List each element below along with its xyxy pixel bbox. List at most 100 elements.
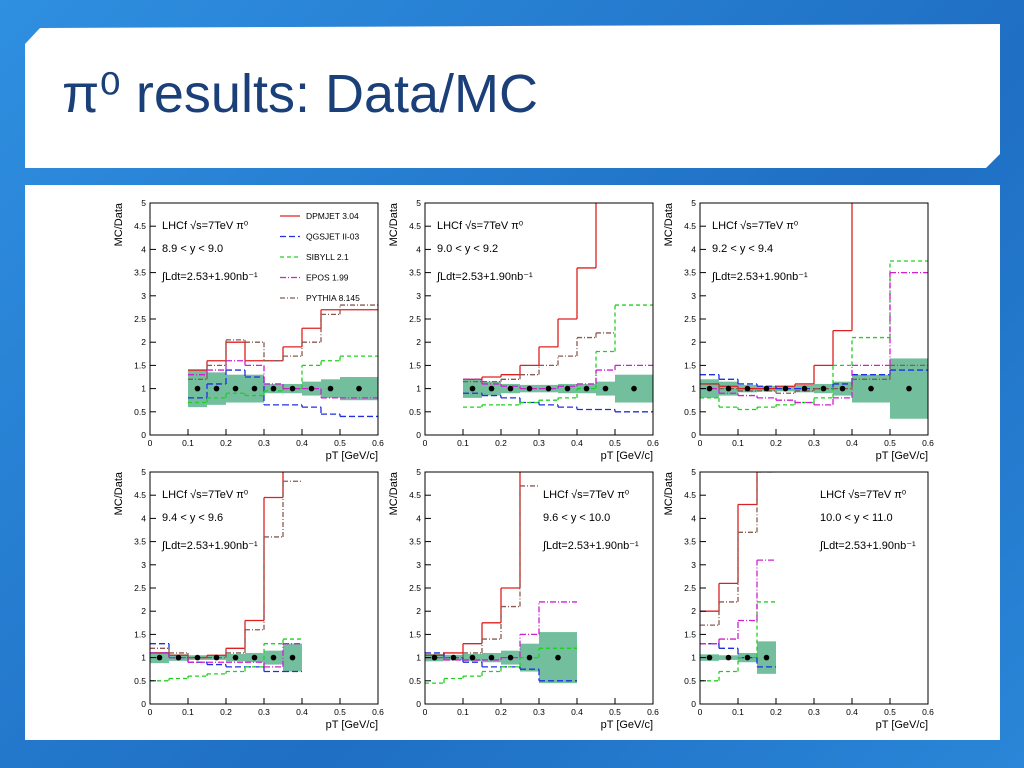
y-tick-label: 0 bbox=[416, 430, 421, 440]
data-point bbox=[725, 385, 732, 392]
luminosity-label: ∫Ldt=2.53+1.90nb⁻¹ bbox=[161, 271, 258, 283]
y-tick-label: 2 bbox=[141, 606, 146, 616]
x-tick-label: 0.1 bbox=[732, 707, 744, 717]
data-point bbox=[232, 385, 239, 392]
x-tick-label: 0.5 bbox=[609, 438, 621, 448]
x-tick-label: 0.5 bbox=[334, 707, 346, 717]
data-point bbox=[507, 385, 514, 392]
rapidity-label: 9.6 < y < 10.0 bbox=[543, 512, 610, 524]
y-tick-label: 0.5 bbox=[134, 407, 146, 417]
data-point bbox=[526, 654, 533, 661]
data-point bbox=[488, 385, 495, 392]
x-tick-label: 0.2 bbox=[770, 707, 782, 717]
y-axis-label: MC/Data bbox=[113, 471, 125, 515]
y-tick-label: 3.5 bbox=[684, 268, 696, 278]
data-point bbox=[194, 385, 201, 392]
y-tick-label: 1.5 bbox=[684, 360, 696, 370]
x-tick-label: 0 bbox=[698, 438, 703, 448]
y-tick-label: 4 bbox=[691, 244, 696, 254]
x-tick-label: 0.4 bbox=[571, 707, 583, 717]
x-tick-label: 0 bbox=[148, 438, 153, 448]
y-tick-label: 3 bbox=[691, 560, 696, 570]
y-tick-label: 3 bbox=[141, 291, 146, 301]
data-point bbox=[545, 385, 552, 392]
data-point bbox=[450, 654, 457, 661]
y-tick-label: 5 bbox=[691, 198, 696, 208]
plot-area bbox=[188, 304, 378, 418]
x-axis-label: pT [GeV/c] bbox=[601, 719, 653, 731]
y-tick-label: 4.5 bbox=[409, 490, 421, 500]
x-tick-label: 0 bbox=[698, 707, 703, 717]
y-tick-label: 4.5 bbox=[684, 221, 696, 231]
y-tick-label: 2.5 bbox=[684, 583, 696, 593]
x-axis-label: pT [GeV/c] bbox=[326, 450, 378, 462]
y-axis-label: MC/Data bbox=[113, 202, 125, 246]
x-axis-label: pT [GeV/c] bbox=[876, 450, 928, 462]
data-point bbox=[564, 385, 571, 392]
y-tick-label: 2 bbox=[691, 606, 696, 616]
title-box bbox=[25, 24, 1000, 168]
data-point bbox=[431, 654, 438, 661]
x-tick-label: 0.1 bbox=[732, 438, 744, 448]
data-point bbox=[289, 385, 296, 392]
y-tick-label: 2.5 bbox=[409, 314, 421, 324]
data-point bbox=[706, 385, 713, 392]
plot-area bbox=[150, 472, 302, 682]
x-tick-label: 0.2 bbox=[770, 438, 782, 448]
x-tick-label: 0.4 bbox=[846, 438, 858, 448]
y-tick-label: 2.5 bbox=[134, 583, 146, 593]
x-tick-label: 0.1 bbox=[457, 438, 469, 448]
y-axis-label: MC/Data bbox=[663, 471, 675, 515]
y-tick-label: 2 bbox=[141, 337, 146, 347]
y-tick-label: 4 bbox=[691, 513, 696, 523]
experiment-label: LHCf √s=7TeV π⁰ bbox=[162, 220, 249, 232]
data-point bbox=[526, 385, 533, 392]
x-tick-label: 0.6 bbox=[922, 707, 934, 717]
experiment-label: LHCf √s=7TeV π⁰ bbox=[437, 220, 524, 232]
x-tick-label: 0.6 bbox=[647, 438, 659, 448]
plot-area bbox=[700, 203, 928, 419]
y-tick-label: 4.5 bbox=[134, 490, 146, 500]
rapidity-label: 9.4 < y < 9.6 bbox=[162, 512, 223, 524]
y-tick-label: 2 bbox=[416, 606, 421, 616]
y-tick-label: 0.5 bbox=[684, 676, 696, 686]
y-tick-label: 2.5 bbox=[684, 314, 696, 324]
x-tick-label: 0.6 bbox=[372, 438, 384, 448]
data-point bbox=[488, 654, 495, 661]
y-tick-label: 3.5 bbox=[134, 537, 146, 547]
y-tick-label: 3.5 bbox=[409, 537, 421, 547]
data-point bbox=[232, 654, 239, 661]
data-point bbox=[507, 654, 514, 661]
x-tick-label: 0.4 bbox=[296, 438, 308, 448]
data-point bbox=[602, 385, 609, 392]
x-axis-label: pT [GeV/c] bbox=[326, 719, 378, 731]
data-point bbox=[251, 654, 258, 661]
rapidity-label: 10.0 < y < 11.0 bbox=[820, 512, 893, 524]
y-tick-label: 5 bbox=[141, 467, 146, 477]
y-tick-label: 1.5 bbox=[409, 360, 421, 370]
content-box bbox=[25, 185, 1000, 740]
data-point bbox=[583, 385, 590, 392]
data-point bbox=[782, 385, 789, 392]
data-point bbox=[175, 654, 182, 661]
data-point bbox=[706, 654, 713, 661]
y-tick-label: 3 bbox=[416, 560, 421, 570]
y-tick-label: 2 bbox=[691, 337, 696, 347]
legend-label: EPOS 1.99 bbox=[306, 273, 349, 283]
y-tick-label: 0 bbox=[416, 699, 421, 709]
y-tick-label: 2 bbox=[416, 337, 421, 347]
data-point bbox=[763, 654, 770, 661]
y-tick-label: 1.5 bbox=[409, 629, 421, 639]
x-tick-label: 0.1 bbox=[182, 438, 194, 448]
data-point bbox=[469, 654, 476, 661]
data-point bbox=[213, 654, 220, 661]
y-tick-label: 0.5 bbox=[684, 407, 696, 417]
x-tick-label: 0.5 bbox=[334, 438, 346, 448]
data-point bbox=[270, 654, 277, 661]
y-axis-label: MC/Data bbox=[388, 471, 400, 515]
y-tick-label: 3 bbox=[416, 291, 421, 301]
data-point bbox=[194, 654, 201, 661]
x-tick-label: 0.3 bbox=[808, 707, 820, 717]
